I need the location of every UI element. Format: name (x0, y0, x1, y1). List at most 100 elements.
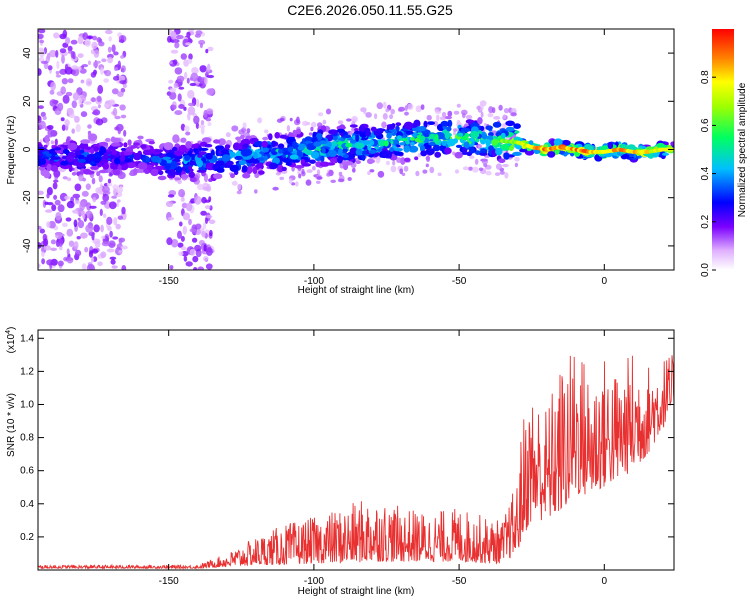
noise-blob (369, 169, 375, 173)
ridge-blob (268, 162, 278, 170)
noise-blob (404, 111, 409, 116)
ridge-blob (163, 142, 174, 151)
noise-blob (485, 170, 492, 176)
noise-blob (81, 190, 89, 197)
noise-blob (322, 119, 327, 125)
noise-blob (66, 177, 72, 182)
noise-blob (50, 247, 57, 251)
ridge-blob (204, 143, 213, 148)
noise-blob (441, 111, 447, 118)
ridge-blob (440, 120, 449, 127)
ridge-blob (187, 150, 193, 157)
ridge-blob (133, 152, 142, 161)
ridge-blob (480, 125, 485, 132)
noise-blob (100, 67, 104, 75)
noise-blob (99, 208, 103, 216)
noise-blob (170, 104, 177, 111)
ridge-blob (226, 160, 234, 166)
noise-blob (65, 217, 72, 222)
ridge-blob (230, 173, 235, 179)
noise-blob (474, 158, 479, 165)
ridge-blob (446, 138, 456, 147)
ridge-blob (137, 162, 148, 170)
noise-blob (178, 251, 184, 256)
noise-blob (87, 124, 92, 129)
noise-blob (107, 178, 112, 184)
ridge-blob (388, 124, 395, 130)
noise-blob (70, 50, 75, 59)
noise-blob (113, 75, 120, 81)
noise-blob (89, 205, 97, 209)
noise-blob (197, 266, 204, 270)
noise-blob (194, 195, 202, 205)
noise-blob (47, 125, 54, 130)
noise-blob (236, 190, 242, 195)
ridge-blob (289, 154, 299, 160)
noise-blob (80, 79, 85, 84)
noise-blob (45, 209, 53, 213)
ridge-blob (343, 161, 354, 166)
noise-blob (168, 79, 174, 84)
noise-blob (61, 124, 66, 131)
noise-blob (296, 116, 300, 124)
noise-blob (77, 220, 85, 229)
noise-blob (189, 82, 197, 87)
colorbar-label: Normalized spectral amplitude (737, 82, 748, 217)
ridge-blob (38, 144, 43, 148)
ridge-blob (150, 156, 161, 161)
ridge-blob (420, 150, 428, 157)
noise-blob (90, 71, 97, 78)
ridge-blob (370, 126, 377, 132)
spectrogram-marks (38, 29, 674, 270)
noise-blob (106, 216, 113, 225)
noise-blob (254, 189, 258, 194)
noise-blob (47, 65, 53, 71)
noise-blob (46, 192, 50, 199)
noise-blob (298, 173, 302, 179)
snr-panel: -150 -100 -50 0 0.2 0.4 0.6 0.8 1.0 1.2 1.4 Heigh… (5, 327, 675, 597)
noise-blob (203, 109, 208, 118)
noise-blob (498, 104, 503, 111)
noise-blob (100, 200, 107, 205)
noise-blob (207, 46, 214, 52)
noise-blob (415, 170, 420, 177)
ridge-blob (282, 159, 292, 163)
ridge-blob (148, 140, 155, 145)
noise-blob (118, 238, 123, 245)
noise-blob (98, 175, 103, 183)
ridge-blob (46, 163, 52, 172)
ridge-blob (477, 117, 483, 125)
ridge-blob (277, 143, 285, 149)
ridge-blob (513, 123, 521, 129)
noise-blob (312, 165, 316, 171)
noise-blob (166, 237, 173, 246)
noise-blob (454, 169, 460, 174)
noise-blob (49, 49, 57, 58)
ridge-blob (120, 154, 126, 162)
noise-blob (78, 97, 82, 105)
noise-blob (204, 199, 211, 203)
noise-blob (170, 238, 179, 248)
snr-y-label: SNR (10 * v/v) (6, 393, 17, 457)
ridge-blob (145, 156, 150, 163)
noise-blob (200, 126, 205, 135)
noise-blob (68, 240, 75, 247)
ridge-blob (501, 143, 510, 150)
ridge-blob (512, 151, 522, 156)
noise-blob (41, 251, 45, 257)
noise-blob (121, 265, 127, 270)
ridge-blob (463, 141, 470, 149)
noise-blob (62, 29, 68, 38)
noise-blob (111, 195, 117, 199)
x-tick-label: -150 (159, 576, 179, 587)
ridge-blob (113, 157, 121, 165)
noise-blob (305, 179, 312, 186)
ridge-blob (361, 153, 366, 161)
noise-blob (109, 201, 117, 210)
ridge-blob (93, 146, 100, 152)
ridge-blob (315, 161, 322, 168)
noise-blob (316, 176, 323, 180)
ridge-blob (43, 144, 48, 148)
ridge-blob (294, 165, 305, 169)
noise-blob (73, 200, 81, 205)
